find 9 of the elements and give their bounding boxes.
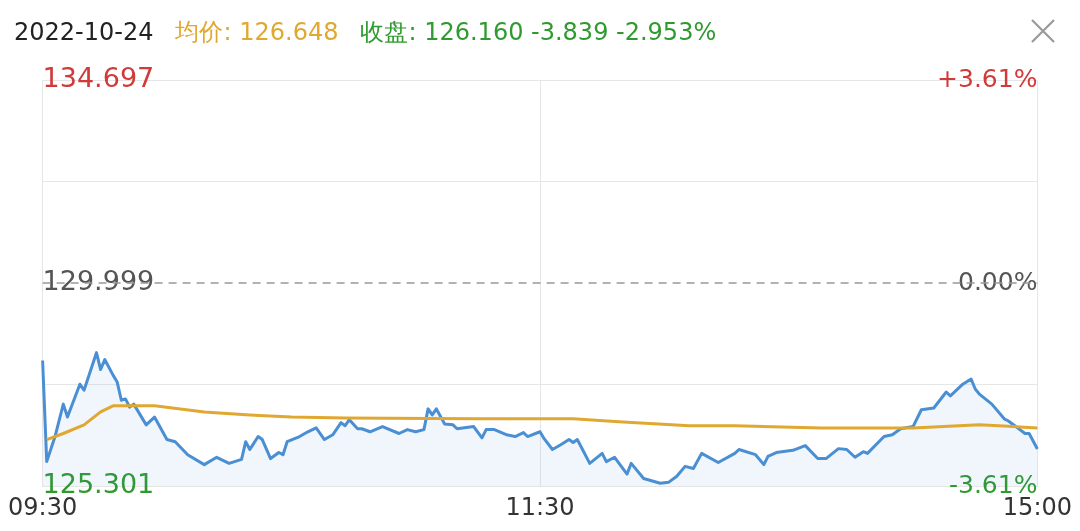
text: 收盘: 126.160 -3.839 -2.953% — [360, 18, 717, 46]
x-tick-label: 15:00 — [1002, 492, 1072, 521]
y2-tick-label: +3.61% — [937, 63, 1038, 93]
y-tick-label: 129.999 — [42, 265, 155, 297]
chart-title: 2022-10-24 — [14, 18, 154, 46]
text: 均价: 126.648 — [175, 18, 339, 46]
x-tick-label: 11:30 — [505, 492, 575, 521]
y2-tick-label: 0.00% — [958, 266, 1038, 296]
y-tick-label: 134.697 — [42, 62, 155, 94]
